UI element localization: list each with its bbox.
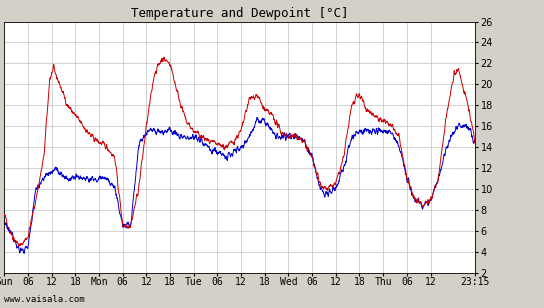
Text: www.vaisala.com: www.vaisala.com <box>4 295 85 304</box>
Title: Temperature and Dewpoint [°C]: Temperature and Dewpoint [°C] <box>131 7 348 20</box>
